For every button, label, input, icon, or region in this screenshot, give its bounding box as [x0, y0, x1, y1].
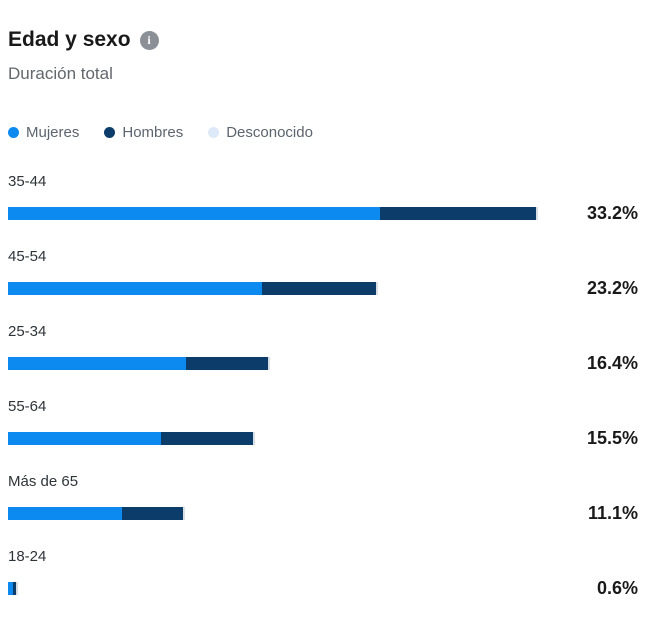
bar-segment-hombres	[380, 206, 536, 220]
bar-segment-desconocido	[183, 506, 185, 520]
bar-segment-hombres	[262, 281, 376, 295]
bar-segment-hombres	[13, 581, 16, 595]
bar-segment-desconocido	[376, 281, 378, 295]
bar-segment-mujeres	[8, 431, 161, 445]
info-icon[interactable]: i	[139, 30, 159, 50]
age-sex-stats-panel: Edad y sexo i Duración total Mujeres Hom…	[8, 28, 638, 598]
stacked-bar	[8, 506, 185, 520]
stacked-bar	[8, 581, 18, 595]
percent-value: 16.4%	[586, 352, 638, 373]
bar-segment-hombres	[186, 356, 268, 370]
bar-segment-mujeres	[8, 206, 380, 220]
page-title: Edad y sexo	[8, 28, 131, 51]
metric-subtitle: Duración total	[8, 64, 113, 83]
age-label: 55-64	[8, 398, 47, 415]
bar-segment-mujeres	[8, 356, 186, 370]
bar-line: 16.4%	[8, 353, 638, 373]
age-label: 18-24	[8, 548, 47, 565]
legend-dot-hombres-icon	[104, 127, 116, 138]
bar-segment-desconocido	[268, 356, 270, 370]
bar-line: 15.5%	[8, 428, 638, 448]
legend-item-hombres[interactable]: Hombres	[104, 124, 183, 141]
percent-value: 11.1%	[587, 502, 638, 523]
bar-segment-desconocido	[536, 206, 538, 220]
legend-label: Desconocido	[226, 124, 313, 141]
stacked-bar	[8, 356, 270, 370]
percent-value: 15.5%	[586, 427, 638, 448]
age-row-35-44: 35-44 33.2%	[8, 173, 638, 223]
chart-legend: Mujeres Hombres Desconocido	[8, 124, 638, 141]
bar-line: 33.2%	[8, 203, 638, 223]
age-row-45-54: 45-54 23.2%	[8, 248, 638, 298]
panel-header: Edad y sexo i	[8, 28, 638, 52]
bar-chart: 35-44 33.2% 45-54 23.2%	[8, 173, 638, 598]
bar-segment-desconocido	[16, 581, 18, 595]
percent-value: 23.2%	[586, 277, 638, 298]
age-label: 45-54	[8, 248, 47, 265]
legend-dot-desconocido-icon	[208, 127, 220, 138]
age-row-mas-de-65: Más de 65 11.1%	[8, 473, 638, 523]
bar-line: 23.2%	[8, 278, 638, 298]
stacked-bar	[8, 206, 538, 220]
bar-segment-desconocido	[253, 431, 255, 445]
bar-segment-mujeres	[8, 281, 262, 295]
percent-value: 0.6%	[596, 577, 638, 598]
legend-label: Hombres	[122, 124, 184, 141]
bar-segment-mujeres	[8, 506, 122, 520]
legend-dot-mujeres-icon	[8, 127, 19, 138]
stacked-bar	[8, 431, 255, 445]
age-label: 35-44	[8, 173, 47, 190]
legend-item-mujeres[interactable]: Mujeres	[8, 124, 79, 141]
bar-line: 11.1%	[8, 503, 638, 523]
age-row-55-64: 55-64 15.5%	[8, 398, 638, 448]
age-row-18-24: 18-24 0.6%	[8, 548, 638, 598]
legend-label: Mujeres	[26, 124, 80, 141]
legend-item-desconocido[interactable]: Desconocido	[208, 124, 313, 141]
bar-segment-hombres	[161, 431, 253, 445]
bar-segment-mujeres	[8, 581, 13, 595]
age-row-25-34: 25-34 16.4%	[8, 323, 638, 373]
bar-line: 0.6%	[8, 578, 638, 598]
age-label: Más de 65	[8, 473, 79, 490]
age-label: 25-34	[8, 323, 47, 340]
percent-value: 33.2%	[586, 202, 638, 223]
stacked-bar	[8, 281, 378, 295]
bar-segment-hombres	[122, 506, 183, 520]
